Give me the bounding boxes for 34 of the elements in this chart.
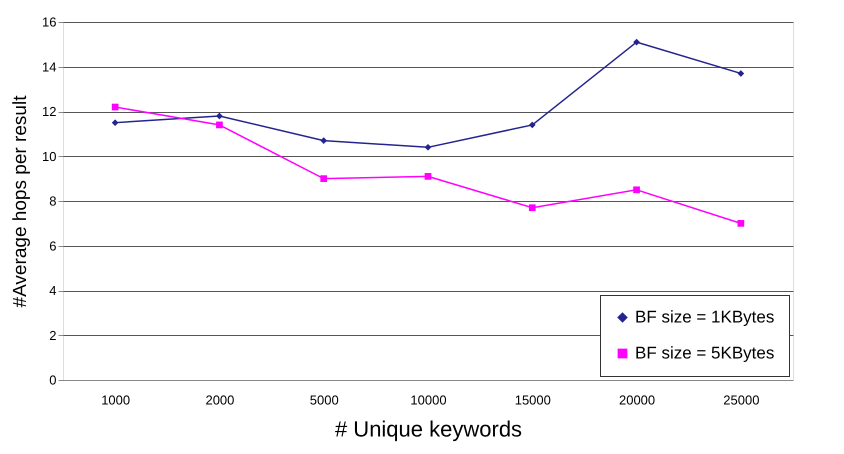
y-tick-label: 8	[49, 194, 56, 208]
y-axis-title: #Average hops per result	[10, 94, 32, 308]
y-tick-label: 10	[42, 148, 56, 164]
point	[112, 104, 118, 110]
x-tick-label: 5000	[310, 392, 339, 408]
point	[216, 112, 223, 120]
y-tick-label: 4	[49, 283, 56, 298]
point	[528, 122, 536, 128]
point	[738, 220, 744, 227]
y-tick-label: 16	[42, 14, 56, 30]
x-tick-label: 1000	[101, 392, 130, 408]
x-tick-label: 15000	[514, 392, 551, 408]
legend-label: BF size = 1KBytes	[635, 308, 774, 326]
point	[216, 122, 223, 128]
y-tick-label: 14	[42, 59, 56, 74]
x-tick-label: 20000	[618, 392, 656, 408]
y-tick-label: 12	[42, 104, 56, 119]
x-tick-label: 25000	[723, 392, 760, 408]
legend-label: BF size = 5KBytes	[635, 344, 774, 362]
point	[424, 173, 432, 180]
y-tick-label: 0	[49, 372, 56, 388]
point	[528, 204, 536, 212]
y-tick-label: 6	[49, 238, 56, 254]
x-tick-label: 10000	[410, 392, 447, 408]
point	[738, 70, 744, 77]
point	[424, 144, 432, 151]
point	[633, 38, 640, 46]
x-tick-label: 2000	[205, 392, 234, 408]
point	[320, 175, 328, 182]
point	[320, 137, 328, 144]
point	[633, 186, 640, 194]
x-axis-title: # Unique keywords	[334, 416, 522, 442]
y-tick-label: 2	[49, 328, 56, 343]
point	[112, 119, 118, 126]
